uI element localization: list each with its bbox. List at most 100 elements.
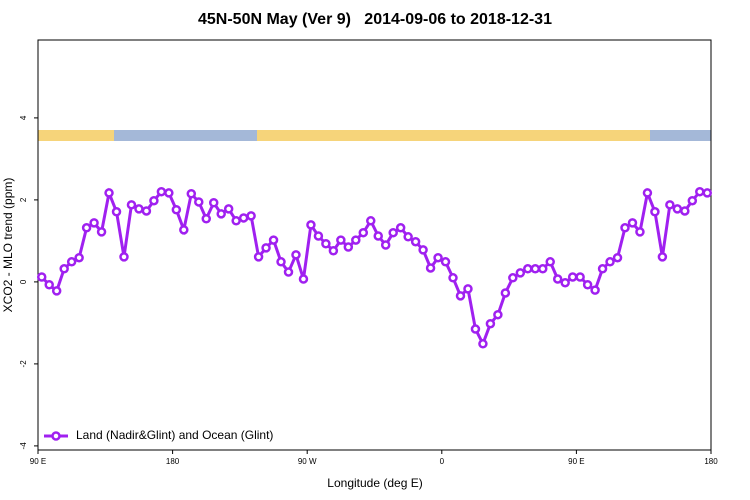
data-point bbox=[470, 324, 481, 334]
data-point bbox=[403, 232, 413, 242]
data-point bbox=[164, 188, 174, 198]
data-point bbox=[44, 280, 54, 290]
x-tick-label: 90 E bbox=[568, 457, 584, 466]
data-point bbox=[560, 277, 570, 288]
data-point bbox=[508, 273, 518, 283]
data-point bbox=[283, 267, 294, 277]
data-point bbox=[523, 264, 533, 274]
data-point bbox=[208, 198, 219, 208]
data-point bbox=[134, 204, 144, 214]
data-point bbox=[485, 318, 496, 329]
data-point bbox=[253, 252, 264, 262]
y-tick-label: -4 bbox=[19, 442, 28, 450]
data-point bbox=[665, 200, 675, 210]
data-point bbox=[201, 214, 211, 224]
data-point bbox=[672, 204, 683, 214]
chart-title: 45N-50N May (Ver 9) 2014-09-06 to 2018-1… bbox=[198, 11, 552, 28]
data-point bbox=[612, 252, 623, 263]
land-band bbox=[38, 130, 114, 141]
data-point bbox=[328, 245, 339, 256]
data-point bbox=[650, 207, 660, 217]
data-point bbox=[463, 284, 473, 294]
data-point bbox=[179, 225, 189, 235]
x-tick-label: 0 bbox=[440, 457, 445, 466]
legend-label: Land (Nadir&Glint) and Ocean (Glint) bbox=[76, 428, 273, 442]
data-point bbox=[590, 285, 600, 295]
data-point bbox=[96, 227, 107, 237]
data-point bbox=[171, 204, 182, 215]
data-point bbox=[418, 245, 428, 255]
data-point bbox=[59, 264, 69, 274]
data-point bbox=[530, 264, 541, 274]
data-point bbox=[261, 243, 271, 253]
data-point bbox=[66, 257, 77, 267]
x-tick-label: 90 E bbox=[30, 457, 46, 466]
data-point bbox=[687, 195, 698, 206]
data-line bbox=[40, 187, 708, 348]
data-point bbox=[119, 252, 129, 262]
data-point bbox=[81, 223, 92, 233]
data-point bbox=[231, 216, 241, 226]
data-point bbox=[657, 252, 668, 262]
y-tick-label: -2 bbox=[19, 360, 28, 368]
data-point bbox=[246, 211, 256, 221]
data-point bbox=[642, 188, 653, 198]
data-point bbox=[433, 252, 443, 263]
data-point bbox=[395, 223, 406, 233]
data-point bbox=[455, 291, 466, 301]
x-axis-label: Longitude (deg E) bbox=[327, 476, 422, 490]
data-point bbox=[515, 268, 526, 278]
data-point bbox=[695, 186, 705, 197]
land-band bbox=[257, 130, 650, 141]
data-point bbox=[276, 257, 286, 267]
data-point bbox=[89, 218, 99, 228]
data-point bbox=[582, 280, 593, 290]
data-point bbox=[373, 231, 383, 241]
data-point bbox=[478, 339, 488, 349]
data-point bbox=[313, 231, 324, 241]
data-point bbox=[552, 274, 563, 284]
data-point bbox=[238, 213, 249, 223]
y-tick-label: 0 bbox=[19, 279, 28, 284]
data-point bbox=[493, 309, 503, 320]
data-point bbox=[216, 209, 226, 219]
data-point bbox=[575, 272, 585, 282]
data-point bbox=[366, 216, 376, 226]
data-point bbox=[321, 239, 331, 249]
map-strip bbox=[38, 130, 711, 141]
data-point bbox=[223, 204, 234, 214]
data-point bbox=[702, 188, 713, 198]
data-point bbox=[156, 186, 167, 197]
legend-marker bbox=[51, 431, 61, 441]
data-point bbox=[291, 250, 301, 260]
x-tick-label: 180 bbox=[704, 457, 718, 466]
data-point bbox=[388, 227, 398, 238]
plot-frame bbox=[37, 39, 712, 451]
data-point bbox=[194, 197, 204, 207]
data-point bbox=[358, 227, 369, 238]
data-point bbox=[111, 207, 122, 217]
y-tick-label: 2 bbox=[19, 197, 28, 202]
data-point bbox=[567, 272, 578, 282]
data-point bbox=[545, 257, 555, 267]
data-point bbox=[410, 236, 421, 247]
data-point bbox=[104, 188, 114, 198]
data-point bbox=[597, 264, 608, 274]
data-point bbox=[680, 206, 690, 216]
data-point bbox=[306, 220, 316, 230]
x-tick-label: 180 bbox=[166, 457, 180, 466]
data-point bbox=[627, 218, 638, 228]
data-point bbox=[500, 288, 511, 298]
data-point bbox=[380, 240, 391, 250]
data-point bbox=[343, 242, 354, 252]
data-point bbox=[51, 286, 62, 296]
data-point bbox=[141, 206, 152, 216]
y-tick-label: 4 bbox=[19, 115, 28, 120]
data-point bbox=[186, 189, 197, 199]
data-point bbox=[538, 264, 548, 274]
data-point bbox=[149, 195, 159, 206]
data-point bbox=[620, 223, 630, 233]
data-point bbox=[448, 273, 458, 283]
data-point bbox=[635, 227, 645, 237]
